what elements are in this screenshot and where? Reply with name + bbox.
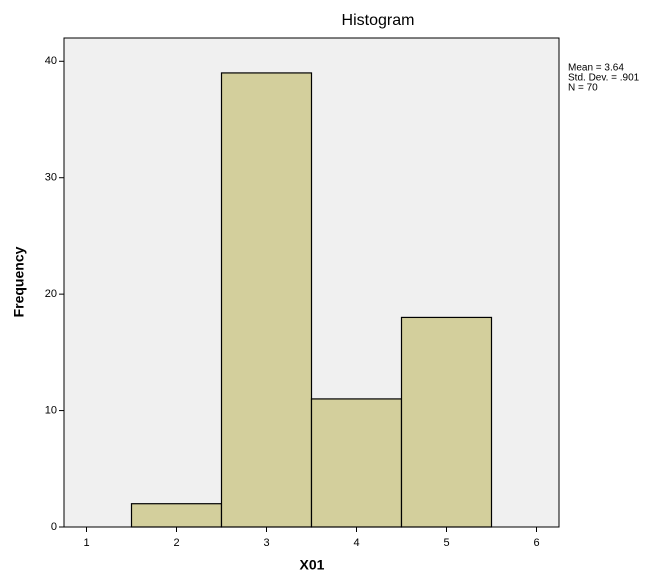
stat-annotation: Std. Dev. = .901	[568, 73, 640, 84]
y-tick-label: 30	[45, 172, 57, 184]
bar	[310, 398, 403, 528]
x-tick-label: 2	[173, 537, 179, 549]
bar	[130, 503, 223, 528]
x-tick-label: 5	[443, 537, 449, 549]
x-tick-label: 6	[533, 537, 539, 549]
stat-annotation: N = 70	[568, 83, 598, 94]
chart-title: Histogram	[342, 12, 415, 29]
x-tick-label: 1	[83, 537, 89, 549]
stat-annotation: Mean = 3.64	[568, 63, 624, 74]
y-tick-label: 20	[45, 288, 57, 300]
y-axis-label: Frequency	[11, 246, 27, 317]
x-tick-label: 4	[353, 537, 359, 549]
y-tick-label: 10	[45, 404, 57, 416]
bar	[400, 316, 493, 528]
y-tick-label: 0	[51, 521, 57, 533]
x-axis-label: X01	[300, 557, 325, 573]
bar	[220, 72, 313, 528]
y-tick-label: 40	[45, 55, 57, 67]
x-tick-label: 3	[263, 537, 269, 549]
